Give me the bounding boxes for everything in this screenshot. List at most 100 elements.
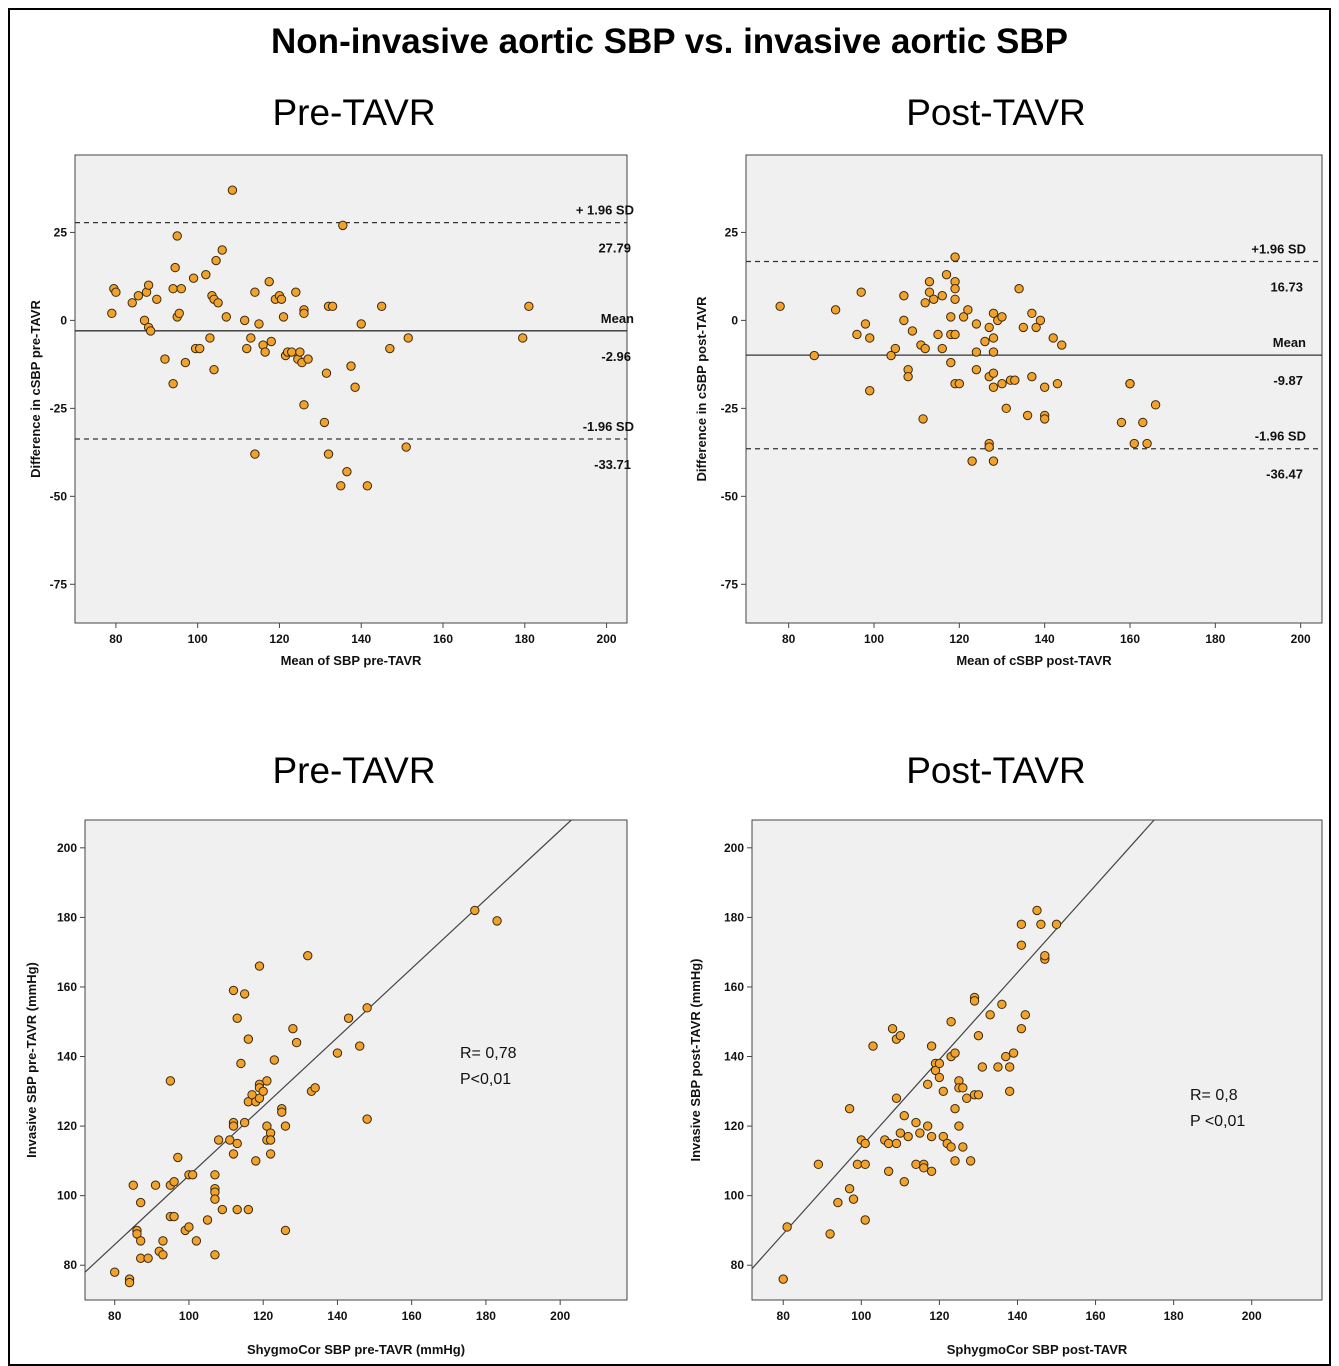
x-axis-title: SphygmoCor SBP post-TAVR — [947, 1342, 1128, 1357]
data-point — [950, 284, 960, 294]
data-point — [778, 1274, 788, 1284]
data-point — [997, 379, 1007, 389]
data-point — [266, 336, 276, 347]
data-point — [124, 1277, 135, 1288]
data-point — [973, 1090, 984, 1100]
data-point — [887, 1023, 898, 1034]
plot-area — [84, 819, 628, 1301]
x-tick-label: 160 — [402, 1309, 422, 1323]
y-tick-label: 80 — [64, 1258, 78, 1272]
x-tick-label: 80 — [108, 1309, 122, 1323]
data-point — [239, 1117, 250, 1128]
data-point — [327, 301, 338, 312]
y-tick-label: 120 — [57, 1119, 77, 1133]
data-point — [950, 252, 960, 262]
data-point — [188, 273, 199, 283]
data-point — [918, 414, 928, 424]
panel-title-ba-post: Post-TAVR — [906, 92, 1086, 133]
reference-line-label: Mean — [601, 311, 634, 326]
data-point — [844, 1103, 855, 1114]
data-point — [1020, 1010, 1030, 1020]
data-point — [988, 333, 999, 343]
x-tick-label: 180 — [476, 1309, 496, 1323]
data-point — [895, 1030, 906, 1041]
data-point — [988, 382, 999, 392]
data-point — [195, 343, 205, 354]
y-tick-label: 25 — [54, 225, 68, 239]
data-point — [1001, 1051, 1011, 1062]
data-point — [865, 333, 875, 343]
data-point — [950, 1103, 960, 1114]
x-tick-label: 120 — [929, 1309, 949, 1323]
data-point — [969, 996, 980, 1006]
data-point — [883, 1138, 894, 1149]
data-point — [251, 1156, 261, 1166]
data-point — [1035, 315, 1046, 326]
data-point — [865, 386, 875, 396]
data-point — [265, 1149, 276, 1159]
data-point — [350, 382, 360, 392]
data-point — [258, 1086, 268, 1097]
data-point — [254, 961, 265, 971]
data-point — [1010, 375, 1020, 385]
data-point — [173, 1152, 183, 1163]
data-point — [170, 262, 180, 273]
data-point — [1116, 417, 1127, 428]
data-point — [915, 1128, 925, 1138]
data-point — [152, 294, 162, 304]
x-tick-label: 140 — [1035, 632, 1055, 646]
y-tick-label: -75 — [721, 577, 739, 591]
data-point — [924, 276, 935, 287]
data-point — [911, 1159, 921, 1170]
data-point — [965, 1156, 976, 1166]
data-point — [985, 1010, 995, 1020]
data-point — [295, 347, 305, 357]
data-point — [950, 329, 960, 340]
chart-ba_pre: 80 100 120 140 160 180 200 25 0 -25 -50 -75 Mean of … — [28, 154, 634, 668]
data-point — [176, 284, 187, 294]
y-axis-title: Difference in cSBP post-TAVR — [694, 296, 709, 482]
stat-label: R= 0,8 — [1190, 1087, 1238, 1104]
data-point — [899, 291, 909, 301]
x-axis-title: Mean of cSBP post-TAVR — [956, 653, 1112, 668]
data-point — [310, 1083, 320, 1093]
y-tick-label: -25 — [721, 401, 739, 415]
x-tick-label: 160 — [433, 632, 453, 646]
data-point — [158, 1250, 168, 1260]
x-tick-label: 80 — [782, 632, 796, 646]
data-point — [111, 287, 121, 297]
data-point — [262, 1076, 272, 1086]
data-point — [158, 1236, 168, 1246]
data-point — [187, 1170, 198, 1180]
x-tick-label: 200 — [1291, 632, 1311, 646]
data-point — [243, 1204, 254, 1215]
y-axis-title: Difference in cSBP pre-TAVR — [28, 300, 43, 478]
y-tick-label: 140 — [57, 1050, 77, 1064]
data-point — [201, 269, 211, 280]
x-tick-label: 180 — [1205, 632, 1225, 646]
data-point — [291, 287, 301, 297]
data-point — [1142, 438, 1152, 449]
data-point — [323, 449, 334, 459]
data-point — [217, 245, 227, 255]
data-point — [303, 354, 313, 364]
data-point — [962, 1093, 972, 1103]
data-point — [1027, 371, 1037, 382]
data-point — [524, 301, 534, 312]
data-point — [946, 1142, 956, 1152]
chart-corr_post: 80 100 120 140 160 180 200 80 100 120 140 160 180 200… — [688, 819, 1323, 1357]
data-point — [984, 442, 994, 452]
data-point — [860, 1215, 870, 1225]
data-point — [1039, 382, 1050, 392]
data-point — [977, 1062, 988, 1072]
y-tick-label: 160 — [57, 980, 77, 994]
data-point — [926, 1166, 937, 1177]
data-point — [109, 1267, 120, 1277]
data-point — [1018, 322, 1029, 333]
y-tick-label: -50 — [50, 489, 68, 503]
data-point — [135, 1236, 146, 1246]
data-point — [899, 1110, 909, 1121]
data-point — [227, 185, 238, 195]
data-point — [1057, 340, 1067, 350]
x-tick-label: 200 — [550, 1309, 570, 1323]
